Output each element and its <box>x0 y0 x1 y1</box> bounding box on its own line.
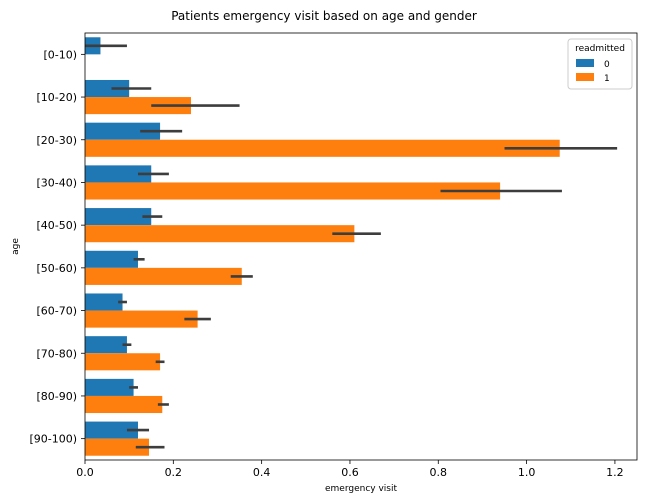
y-tick-label: [80-90) <box>36 390 77 403</box>
legend-entry-label: 0 <box>604 60 610 70</box>
bar-readmitted-0 <box>85 79 130 98</box>
bar-readmitted-0 <box>85 208 152 226</box>
bar-readmitted-0 <box>85 165 152 183</box>
y-tick-label: [60-70) <box>36 305 77 318</box>
legend-swatch <box>576 59 594 67</box>
chart-title: Patients emergency visit based on age an… <box>171 9 477 23</box>
bar-readmitted-0 <box>85 293 123 311</box>
bar-readmitted-0 <box>85 250 138 268</box>
y-tick-label: [0-10) <box>43 48 77 61</box>
bar-readmitted-0 <box>85 122 161 140</box>
bar-readmitted-0 <box>85 336 127 354</box>
y-tick-label: [20-30) <box>36 134 77 147</box>
y-tick-label: [50-60) <box>36 262 77 275</box>
bar-readmitted-1 <box>85 438 150 456</box>
legend-title: readmitted <box>575 44 625 54</box>
x-tick-label: 0.4 <box>253 466 271 479</box>
y-tick-label: [70-80) <box>36 347 77 360</box>
bar-readmitted-1 <box>85 310 198 328</box>
legend-swatch <box>576 73 594 81</box>
x-tick-label: 1.2 <box>606 466 624 479</box>
y-tick-label: [30-40) <box>36 176 77 189</box>
x-axis-label: emergency visit <box>325 484 397 494</box>
bar-readmitted-1 <box>85 395 163 414</box>
plot-frame <box>84 32 638 461</box>
x-tick-label: 0.6 <box>341 466 359 479</box>
y-axis-label: age <box>11 238 21 255</box>
bar-readmitted-0 <box>85 378 134 396</box>
bar-readmitted-1 <box>85 353 161 371</box>
bar-readmitted-1 <box>85 267 242 285</box>
x-tick-label: 0.0 <box>76 466 94 479</box>
bar-readmitted-1 <box>85 139 560 157</box>
x-tick-label: 1.0 <box>518 466 536 479</box>
legend-entry-label: 1 <box>604 74 610 84</box>
x-tick-label: 0.8 <box>430 466 448 479</box>
bar-readmitted-1 <box>85 225 355 243</box>
y-tick-label: [40-50) <box>36 219 77 232</box>
bar-readmitted-1 <box>85 97 191 115</box>
bar-readmitted-1 <box>85 182 501 200</box>
x-tick-label: 0.2 <box>165 466 183 479</box>
bar-readmitted-0 <box>85 421 138 439</box>
y-tick-label: [90-100) <box>29 433 77 446</box>
y-tick-label: [10-20) <box>36 91 77 104</box>
